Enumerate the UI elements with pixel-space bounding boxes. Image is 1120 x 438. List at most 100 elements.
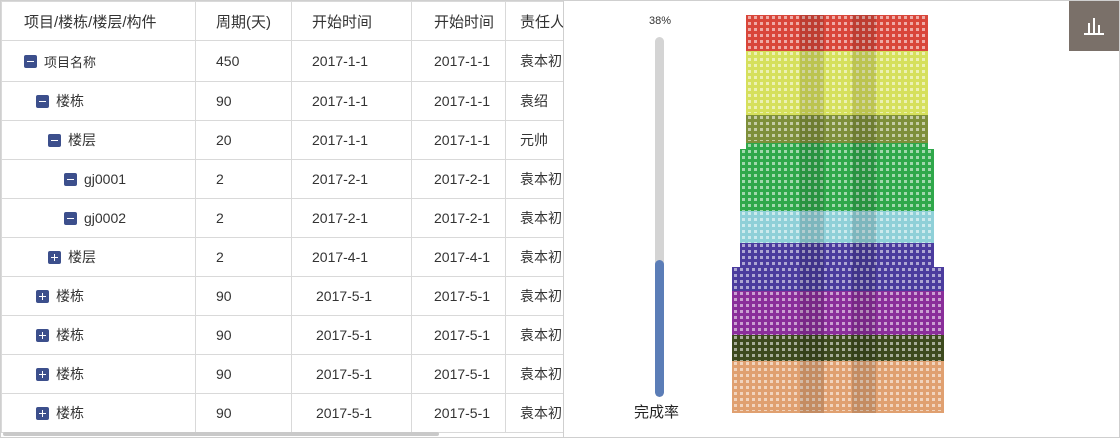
tower-window [796,100,799,103]
tower-window [880,116,883,119]
table-row[interactable]: 楼栋 90 2017-5-1 2017-5-1 袁本初 [1,276,563,316]
tower-window [850,244,853,247]
tower-window [826,22,829,25]
tower-window [904,224,907,227]
tower-floor [746,57,928,63]
tower-window [802,204,805,207]
tower-window [806,398,809,401]
tower-window [856,46,859,49]
table-row[interactable]: 楼栋 90 2017-1-1 2017-1-1 袁绍 [1,81,563,121]
tower-window [902,360,905,361]
plus-square-icon[interactable] [36,367,49,381]
tower-window [916,242,919,243]
tower-window [868,144,871,147]
tower-window [878,386,881,389]
tower-window [748,174,751,177]
tower-window [776,342,779,345]
table-row[interactable]: 楼层 20 2017-1-1 2017-1-1 元帅 [1,120,563,160]
tower-window [746,316,749,319]
tower-window [824,274,827,277]
tower-window [914,360,917,361]
tower-window [922,224,925,227]
tower-window [890,362,893,365]
col-header-owner[interactable]: 责任人 [505,1,563,41]
col-header-days[interactable]: 周期(天) [195,1,292,41]
tower-window [860,392,863,395]
tower-window [734,392,737,395]
tower-window [910,168,913,171]
tower-window [824,374,827,377]
tower-window [880,76,883,79]
tower-window [916,212,919,215]
tower-window [838,40,841,43]
tower-window [904,128,907,131]
tower-window [938,348,941,351]
tower-window [796,150,799,153]
tower-window [928,168,931,171]
col-header-name[interactable]: 项目/楼栋/楼层/构件 [1,1,196,41]
plus-square-icon[interactable] [48,250,61,264]
chart-button[interactable] [1069,1,1119,51]
table-row[interactable]: gj0001 2 2017-2-1 2017-2-1 袁本初 [1,159,563,199]
tower-window [808,112,811,113]
tower-window [838,250,841,253]
table-row[interactable]: 楼栋 90 2017-5-1 2017-5-1 袁本初 [1,315,563,355]
tower-window [884,368,887,371]
tower-window [938,298,941,301]
tower-window [904,198,907,201]
tower-window [838,106,841,109]
tower-window [892,46,895,49]
tower-window [856,22,859,25]
tower-window [856,242,859,243]
horizontal-scrollbar[interactable] [3,432,439,436]
tower-window [896,336,899,339]
tower-window [796,218,799,221]
tower-window [854,360,857,361]
tower-window [898,204,901,207]
tower-window [860,336,863,339]
plus-square-icon[interactable] [36,406,49,420]
tower-window [932,368,935,371]
tower-window [886,82,889,85]
tower-window [856,34,859,37]
tower-window [874,128,877,131]
minus-square-icon[interactable] [36,94,49,108]
tower-window [772,210,775,211]
tower-window [848,362,851,365]
minus-square-icon[interactable] [64,211,77,225]
tower-window [896,348,899,351]
tower-window [850,212,853,215]
tower-window [802,94,805,97]
tower-window [808,198,811,201]
tower-window [938,392,941,395]
tower-window [824,322,827,325]
plus-square-icon[interactable] [36,289,49,303]
tower-window [914,380,917,383]
tower-window [868,22,871,25]
table-row[interactable]: 楼栋 90 2017-5-1 2017-5-1 袁本初 [1,393,563,433]
tower-window [818,368,821,371]
tower-window [850,52,853,55]
minus-square-icon[interactable] [48,133,61,147]
minus-square-icon[interactable] [24,54,37,68]
tower-window [910,156,913,159]
tower-window [850,174,853,177]
tower-window [884,398,887,401]
tower-window [826,236,829,239]
plus-square-icon[interactable] [36,328,49,342]
tower-window [866,398,869,401]
table-row[interactable]: 楼层 2 2017-4-1 2017-4-1 袁本初 [1,237,563,277]
tower-window [836,310,839,313]
col-header-start2[interactable]: 开始时间 [411,1,506,41]
tower-window [910,100,913,103]
minus-square-icon[interactable] [64,172,77,186]
row-name: 楼栋 [56,405,84,421]
col-header-start[interactable]: 开始时间 [291,1,412,41]
table-row[interactable]: gj0002 2 2017-2-1 2017-2-1 袁本初 [1,198,563,238]
tower-window [746,280,749,283]
tower-window [862,180,865,183]
table-row[interactable]: 楼栋 90 2017-5-1 2017-5-1 袁本初 [1,354,563,394]
tower-window [800,410,803,411]
table-row[interactable]: 项目名称 450 2017-1-1 2017-1-1 袁本初 [1,40,563,82]
tower-window [766,242,769,243]
